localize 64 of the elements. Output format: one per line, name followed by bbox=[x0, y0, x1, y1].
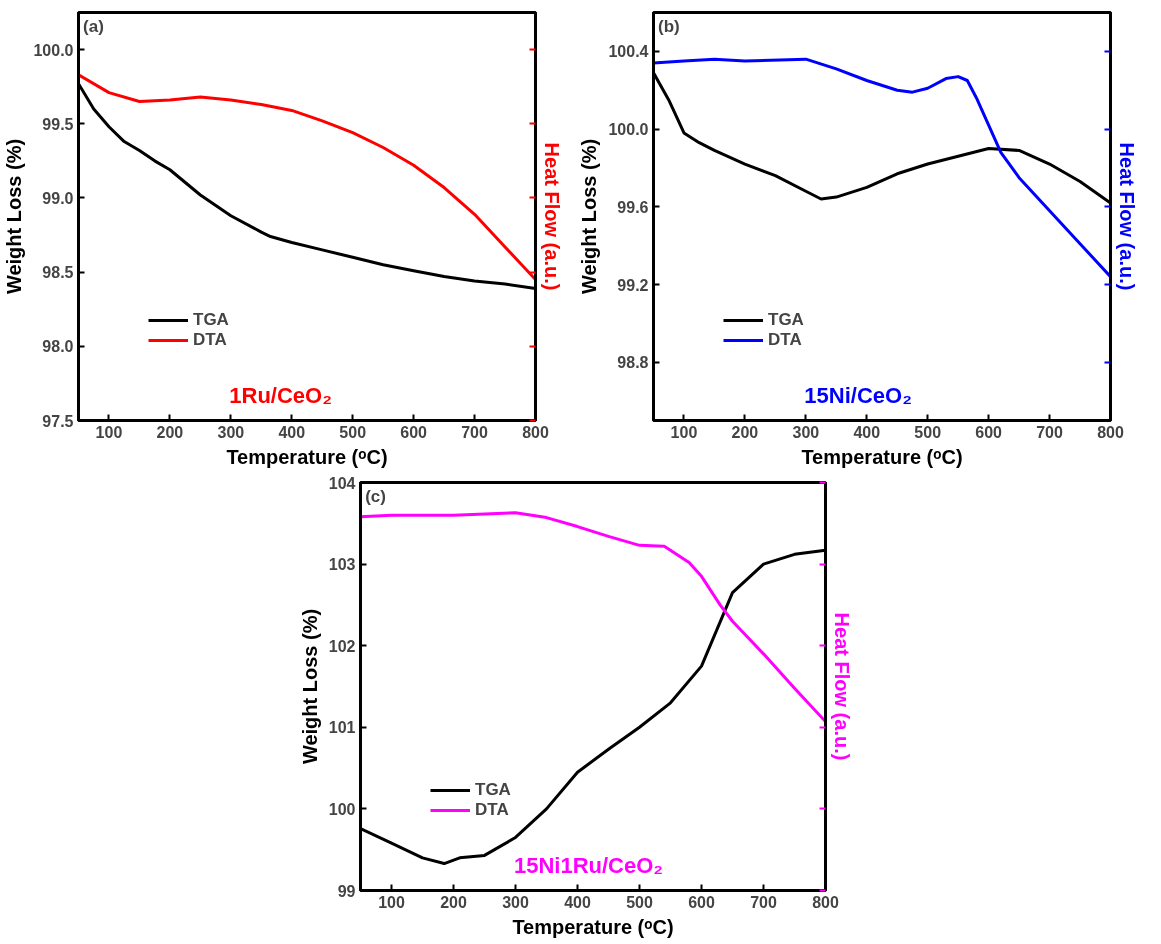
x-tick-label: 600 bbox=[400, 423, 428, 441]
x-tick-label: 100 bbox=[95, 423, 123, 441]
annotation: 1Ru/CeO₂ bbox=[229, 383, 332, 409]
y-tick-label: 99.5 bbox=[42, 115, 74, 133]
x-tick-label: 200 bbox=[440, 893, 467, 911]
legend-label: TGA bbox=[768, 310, 804, 330]
y2-axis-title: Heat Flow (a.u.) bbox=[830, 612, 853, 761]
y-axis-title: Weight Loss (%) bbox=[298, 608, 321, 765]
x-tick-label: 500 bbox=[339, 423, 367, 441]
annotation: (a) bbox=[83, 16, 104, 36]
annotation: (b) bbox=[658, 16, 680, 36]
x-tick-label: 400 bbox=[564, 893, 591, 911]
y-tick-label: 98.5 bbox=[42, 264, 74, 282]
x-tick-label: 800 bbox=[1097, 423, 1124, 441]
x-tick-label: 700 bbox=[461, 423, 489, 441]
y-tick-label: 103 bbox=[328, 556, 356, 574]
y-tick-label: 100.0 bbox=[33, 41, 74, 59]
x-tick-label: 600 bbox=[688, 893, 715, 911]
y-tick-label: 100.0 bbox=[608, 121, 649, 139]
x-tick-label: 500 bbox=[914, 423, 942, 441]
x-tick-label: 200 bbox=[156, 423, 184, 441]
x-tick-label: 800 bbox=[812, 893, 839, 911]
legend-label: DTA bbox=[193, 330, 227, 350]
x-axis-title: Temperature (ᵒC) bbox=[801, 445, 963, 468]
x-tick-label: 800 bbox=[522, 423, 549, 441]
legend-label: TGA bbox=[475, 780, 511, 800]
y-tick-label: 98.0 bbox=[42, 338, 74, 356]
x-tick-label: 700 bbox=[1036, 423, 1064, 441]
legend-label: DTA bbox=[768, 330, 802, 350]
line-series bbox=[360, 511, 826, 724]
y-tick-label: 97.5 bbox=[42, 412, 74, 430]
y-tick-label: 99.2 bbox=[617, 276, 649, 294]
line-series bbox=[653, 57, 1111, 279]
x-tick-label: 100 bbox=[670, 423, 698, 441]
y-tick-label: 99.0 bbox=[42, 189, 74, 207]
y2-axis-title: Heat Flow (a.u.) bbox=[540, 142, 563, 291]
y-tick-label: 99.6 bbox=[617, 198, 649, 216]
x-tick-label: 300 bbox=[217, 423, 245, 441]
y2-axis-title: Heat Flow (a.u.) bbox=[1115, 142, 1138, 291]
y-tick-label: 100.4 bbox=[608, 43, 649, 61]
annotation: 15Ni1Ru/CeO₂ bbox=[513, 853, 664, 879]
x-tick-label: 400 bbox=[278, 423, 306, 441]
y-tick-label: 101 bbox=[328, 719, 356, 737]
x-axis-title: Temperature (ᵒC) bbox=[226, 445, 388, 468]
y-tick-label: 102 bbox=[328, 637, 356, 655]
y-tick-label: 100 bbox=[328, 800, 356, 818]
x-tick-label: 400 bbox=[853, 423, 881, 441]
x-tick-label: 200 bbox=[731, 423, 759, 441]
x-tick-label: 100 bbox=[378, 893, 405, 911]
x-tick-label: 500 bbox=[626, 893, 653, 911]
y-tick-label: 98.8 bbox=[617, 354, 649, 372]
y-axis-title: Weight Loss (%) bbox=[3, 138, 26, 295]
annotation: (c) bbox=[365, 486, 386, 506]
legend-label: TGA bbox=[193, 310, 229, 330]
y-axis-title: Weight Loss (%) bbox=[578, 138, 601, 295]
x-tick-label: 300 bbox=[502, 893, 529, 911]
x-tick-label: 600 bbox=[975, 423, 1003, 441]
annotation: 15Ni/CeO₂ bbox=[804, 383, 912, 409]
x-tick-label: 300 bbox=[792, 423, 820, 441]
x-axis-title: Temperature (ᵒC) bbox=[512, 915, 674, 938]
legend-label: DTA bbox=[475, 800, 509, 820]
y-tick-label: 104 bbox=[328, 474, 356, 492]
x-tick-label: 700 bbox=[750, 893, 777, 911]
y-tick-label: 99 bbox=[337, 882, 356, 900]
